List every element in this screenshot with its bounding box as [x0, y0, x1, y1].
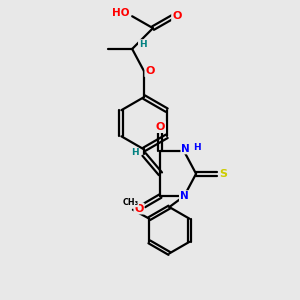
Text: N: N	[181, 143, 190, 154]
Text: O: O	[156, 122, 165, 132]
Text: S: S	[219, 169, 227, 179]
Text: HO: HO	[112, 8, 129, 18]
Text: H: H	[139, 40, 146, 49]
Text: H: H	[193, 143, 200, 152]
Text: O: O	[172, 11, 182, 21]
Text: N: N	[180, 191, 189, 201]
Text: O: O	[134, 204, 144, 214]
Text: O: O	[145, 66, 155, 76]
Text: H: H	[131, 148, 138, 158]
Text: CH₃: CH₃	[122, 198, 139, 207]
